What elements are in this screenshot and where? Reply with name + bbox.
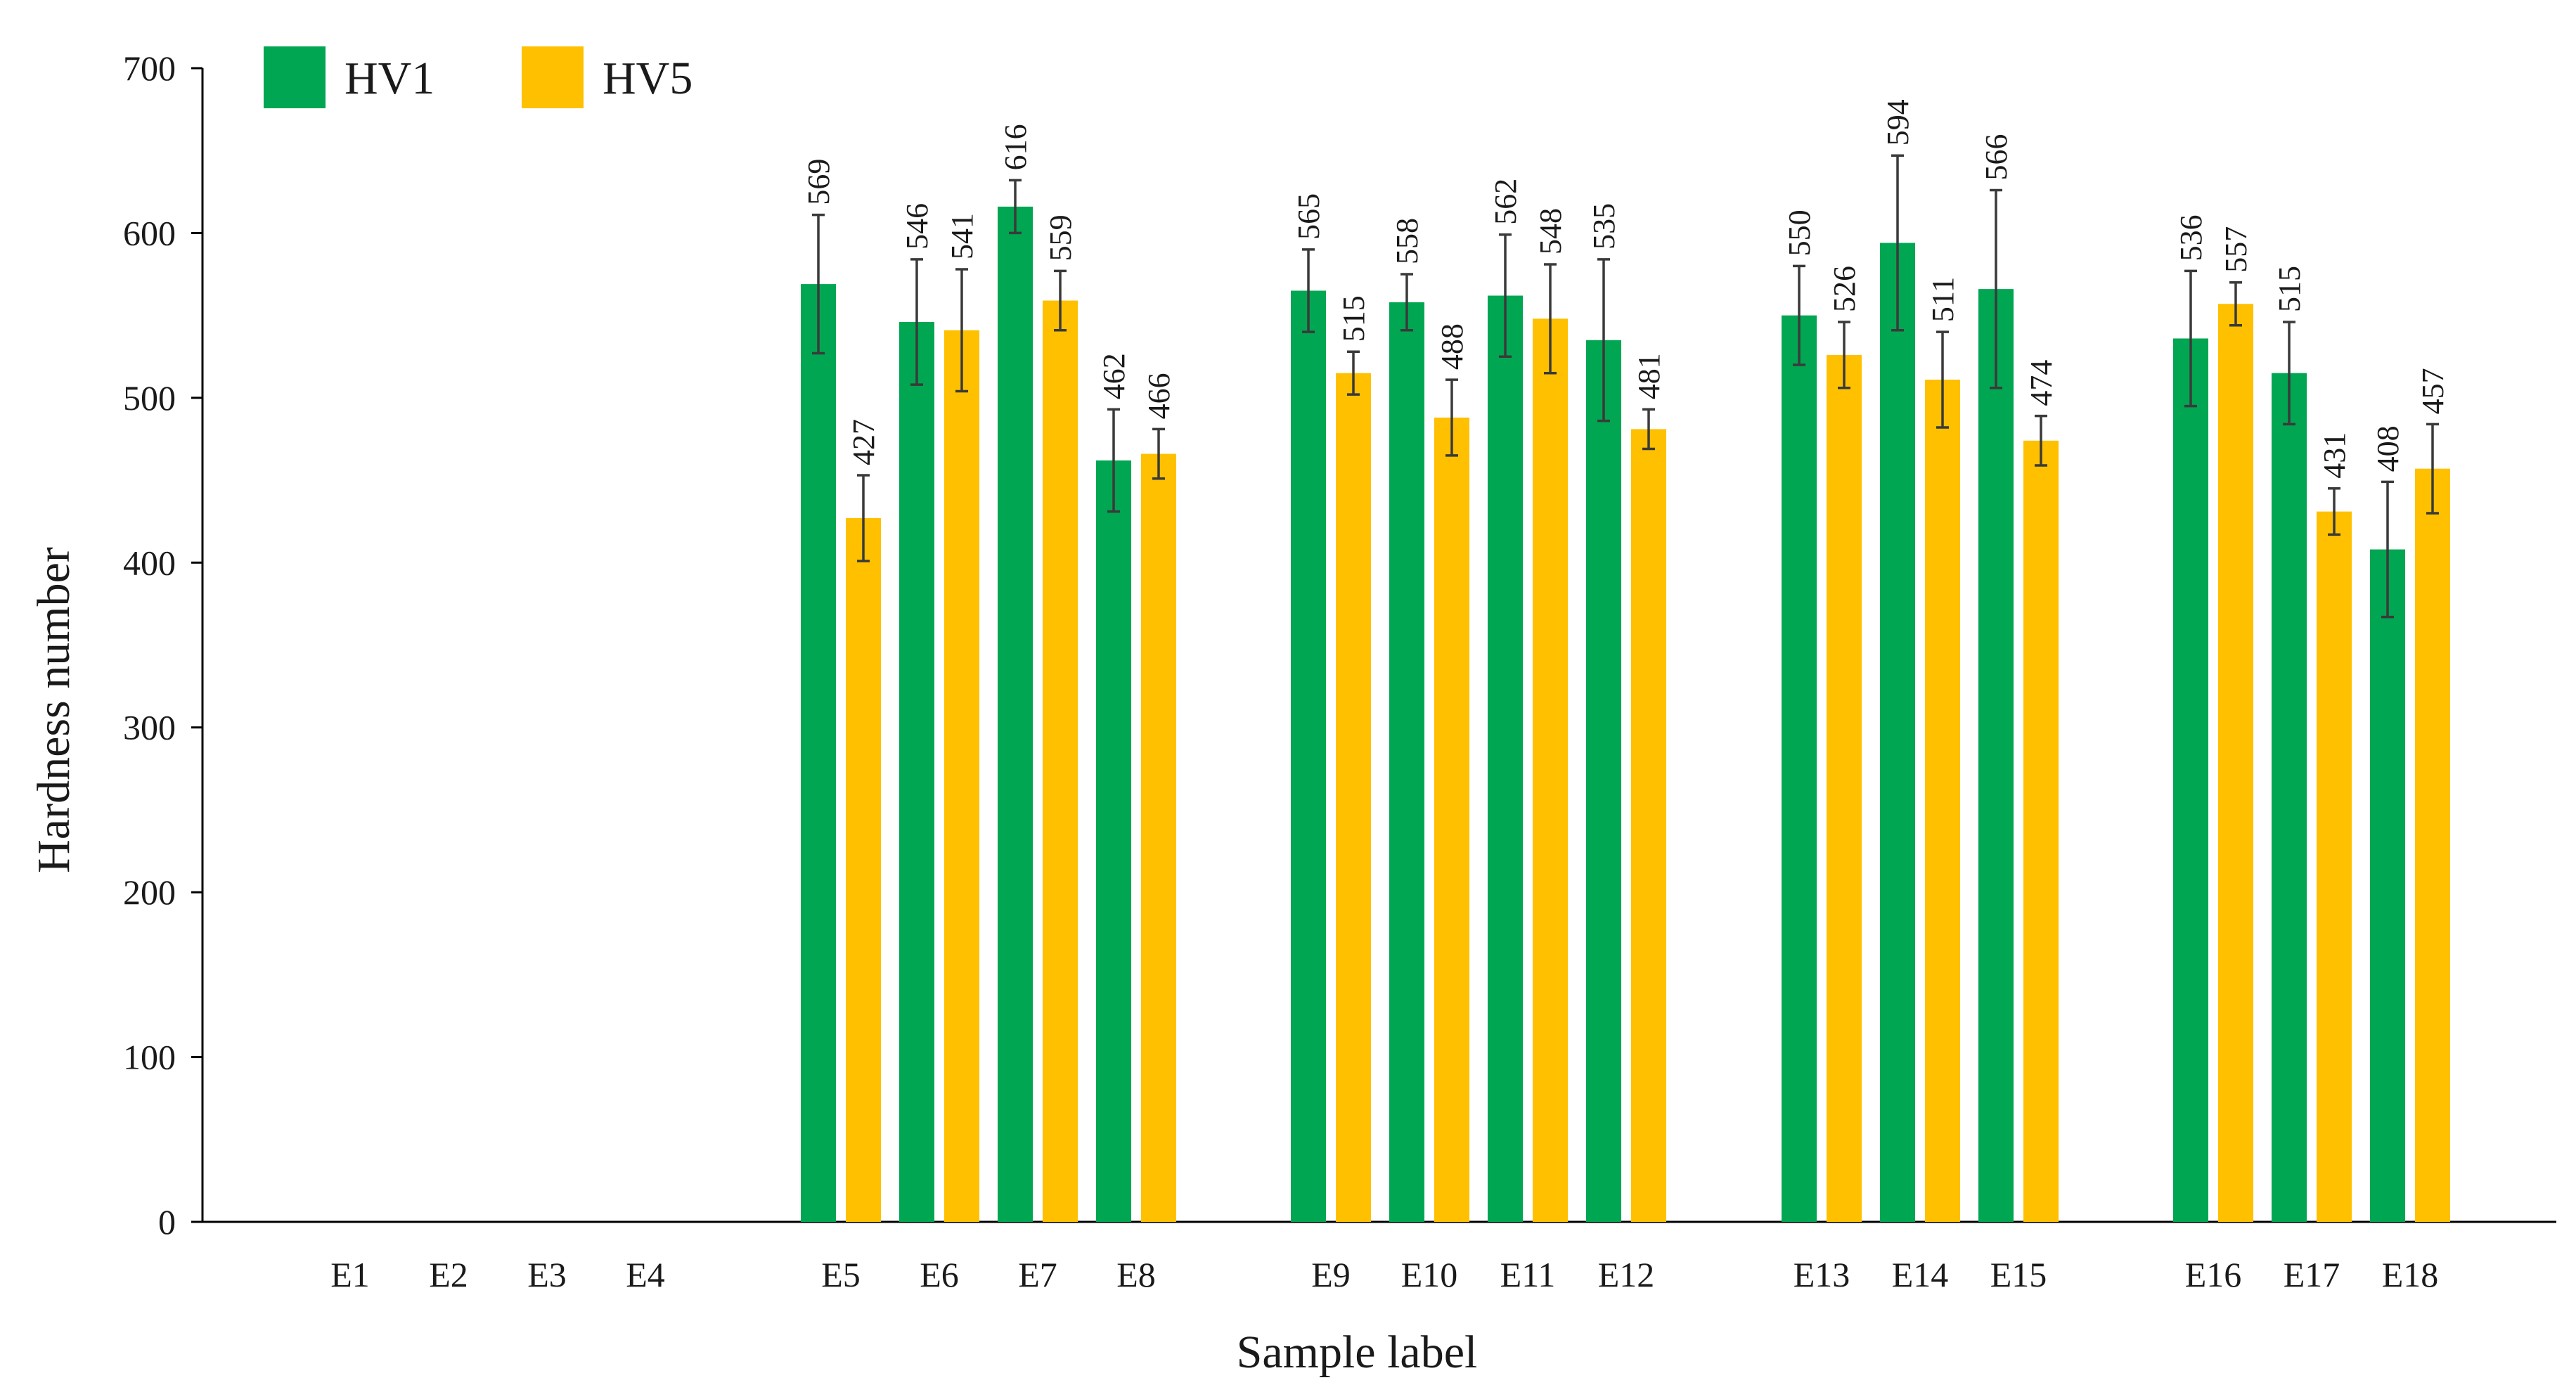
bar-hv1	[1880, 243, 1915, 1223]
bar-hv1	[998, 206, 1033, 1222]
data-label: 515	[2272, 266, 2307, 312]
x-tick-label: E12	[1598, 1255, 1655, 1294]
bar-hv1	[1096, 460, 1131, 1223]
legend-label-hv5: HV5	[603, 53, 693, 104]
bar-hv1	[2173, 338, 2208, 1222]
y-tick-label: 600	[123, 213, 176, 252]
data-label: 550	[1782, 210, 1817, 256]
legend-swatch-hv5	[522, 46, 584, 108]
y-tick-label: 100	[123, 1038, 176, 1077]
x-tick-label: E10	[1401, 1255, 1458, 1294]
x-tick-label: E14	[1892, 1255, 1949, 1294]
data-label: 474	[2024, 360, 2059, 406]
bar-hv5	[1043, 300, 1078, 1222]
bar-hv5	[1925, 380, 1960, 1222]
data-label: 515	[1337, 295, 1371, 342]
x-tick-label: E6	[920, 1255, 959, 1294]
data-label: 616	[998, 124, 1033, 170]
data-label: 481	[1632, 353, 1666, 399]
x-tick-label: E11	[1500, 1255, 1556, 1294]
x-tick-label: E1	[330, 1255, 370, 1294]
x-tick-label: E18	[2382, 1255, 2439, 1294]
data-label: 488	[1435, 323, 1469, 370]
data-label: 562	[1488, 179, 1523, 225]
legend: HV1 HV5	[264, 46, 693, 108]
legend-swatch-hv1	[264, 46, 326, 108]
bar-hv5	[2218, 304, 2253, 1222]
bar-hv1	[899, 322, 934, 1222]
x-tick-label: E17	[2284, 1255, 2340, 1294]
bar-hv5	[1533, 318, 1568, 1222]
y-tick-label: 400	[123, 543, 176, 582]
x-tick-label: E4	[626, 1255, 665, 1294]
data-label: 457	[2416, 368, 2450, 414]
bar-hv1	[1978, 289, 2014, 1222]
bar-hv1	[2370, 549, 2405, 1222]
data-label: 511	[1926, 277, 1960, 322]
bar-hv1	[1488, 295, 1523, 1222]
data-label: 431	[2317, 432, 2352, 479]
bar-hv5	[2023, 440, 2059, 1222]
y-tick-label: 300	[123, 708, 176, 747]
bar-hv1	[2272, 373, 2307, 1222]
data-label: 566	[1979, 134, 2014, 180]
data-label: 594	[1881, 99, 1915, 146]
bar-hv1	[1389, 302, 1424, 1223]
x-tick-label: E5	[821, 1255, 861, 1294]
data-labels: 569 546 616 462 565 558 562 535 550 594 566 536 515 4…	[801, 99, 2450, 479]
data-label: 541	[945, 213, 979, 259]
bar-hv5	[1631, 429, 1666, 1222]
data-label: 427	[846, 419, 881, 465]
bar-hv5	[846, 517, 881, 1222]
legend-label-hv1: HV1	[344, 53, 434, 104]
data-label: 548	[1533, 208, 1568, 254]
bar-hv1	[1291, 290, 1326, 1223]
bar-hv1	[801, 284, 836, 1222]
data-label: 558	[1390, 218, 1424, 264]
data-label: 466	[1142, 373, 1176, 419]
data-label: 557	[2219, 226, 2253, 273]
bar-hv5	[2317, 511, 2352, 1222]
x-tick-label: E15	[1990, 1255, 2047, 1294]
y-tick-label: 0	[158, 1202, 176, 1242]
data-label: 535	[1587, 203, 1621, 250]
y-tick-label: 500	[123, 378, 176, 418]
data-label: 526	[1827, 266, 1862, 312]
x-tick-label: E16	[2185, 1255, 2242, 1294]
x-axis-title: Sample label	[1237, 1327, 1478, 1378]
bar-hv1	[1586, 340, 1621, 1222]
bar-hv1	[1782, 315, 1817, 1223]
bar-hv5	[944, 330, 979, 1222]
x-tick-label: E13	[1793, 1255, 1850, 1294]
data-label: 408	[2371, 425, 2405, 472]
bars	[801, 206, 2450, 1223]
x-tick-label: E9	[1311, 1255, 1351, 1294]
data-label: 462	[1097, 353, 1131, 399]
bar-hv5	[2415, 468, 2450, 1223]
y-tick-label: 700	[123, 49, 176, 88]
y-axis-title: Hardness number	[28, 547, 79, 873]
data-label: 569	[801, 159, 836, 205]
axes: 0 100 200 300 400 500 600 700 E1 E2 E3 E4 E5 E6 E7 E8 E9…	[123, 49, 2556, 1294]
y-tick-label: 200	[123, 872, 176, 912]
bar-hv5	[1141, 453, 1176, 1222]
bar-hv5	[1827, 354, 1862, 1222]
x-tick-label: E3	[527, 1255, 567, 1294]
bar-hv5	[1336, 373, 1371, 1222]
data-label: 565	[1292, 193, 1326, 240]
data-label: 546	[900, 203, 934, 250]
data-label: 536	[2174, 214, 2208, 261]
data-label: 559	[1043, 214, 1078, 261]
x-tick-label: E8	[1116, 1255, 1156, 1294]
error-bars	[812, 154, 2439, 619]
bar-hv5	[1434, 417, 1469, 1223]
x-tick-label: E7	[1018, 1255, 1057, 1294]
x-tick-label: E2	[429, 1255, 468, 1294]
